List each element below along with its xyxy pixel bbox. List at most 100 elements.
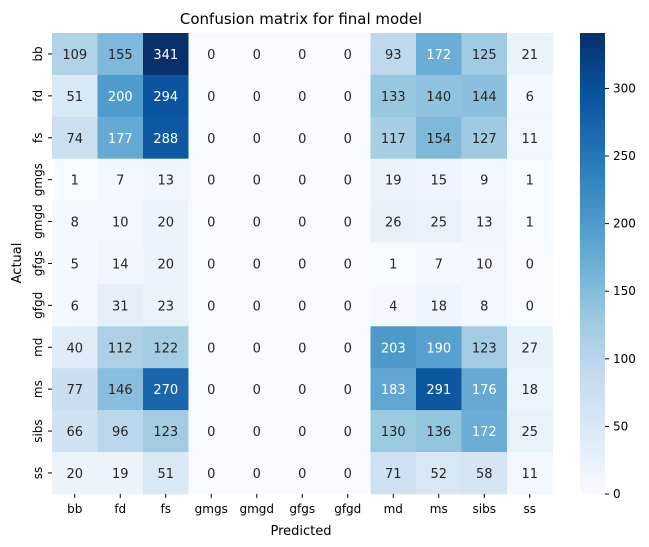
heatmap-cell xyxy=(461,200,508,243)
heatmap-cell xyxy=(97,452,144,495)
cell-value-label: 1 xyxy=(389,257,397,272)
heatmap-cell xyxy=(188,158,235,201)
heatmap-cell xyxy=(234,410,280,453)
heatmap-cell xyxy=(188,33,235,76)
heatmap-cell xyxy=(188,368,235,411)
heatmap-cell xyxy=(143,33,189,76)
heatmap-cell xyxy=(370,74,417,118)
heatmap-cell xyxy=(279,326,326,369)
cell-value-label: 127 xyxy=(472,132,497,147)
cell-value-label: 18 xyxy=(430,299,447,314)
cell-value-label: 20 xyxy=(157,257,174,272)
cell-value-label: 0 xyxy=(344,48,352,63)
cell-value-label: 0 xyxy=(253,257,261,272)
heatmap-cell xyxy=(52,242,98,285)
heatmap-cell xyxy=(97,410,144,453)
cell-value-label: 117 xyxy=(381,132,406,147)
cell-value-label: 190 xyxy=(426,341,451,356)
colorbar-tick-label: 200 xyxy=(613,217,636,231)
cell-value-label: 203 xyxy=(381,341,406,356)
cell-value-label: 20 xyxy=(66,467,83,482)
cell-value-label: 200 xyxy=(108,90,133,105)
heatmap-cell xyxy=(325,200,371,243)
cell-value-label: 6 xyxy=(526,90,534,105)
cell-value-label: 0 xyxy=(344,132,352,147)
heatmap-cell xyxy=(143,158,189,201)
heatmap-cell xyxy=(143,284,189,327)
y-tick-label: fs xyxy=(31,133,45,143)
x-tick-label: bb xyxy=(67,502,82,516)
heatmap-cell xyxy=(188,284,235,327)
heatmap-cell xyxy=(234,242,280,285)
heatmap-cell xyxy=(279,74,326,118)
heatmap-cell xyxy=(279,368,326,411)
cell-value-label: 93 xyxy=(385,48,402,63)
cell-value-label: 341 xyxy=(153,48,178,63)
cell-value-label: 18 xyxy=(521,383,538,398)
cell-value-label: 71 xyxy=(385,467,402,482)
heatmap-cell xyxy=(97,158,144,201)
heatmap-cell xyxy=(370,116,417,160)
heatmap-cell xyxy=(325,452,371,495)
cell-value-label: 183 xyxy=(381,383,406,398)
y-tick-label: fd xyxy=(31,90,45,102)
cell-value-label: 0 xyxy=(207,216,215,231)
heatmap-cell xyxy=(416,410,462,453)
heatmap-cell xyxy=(143,74,189,118)
heatmap-cell xyxy=(325,158,371,201)
cell-value-label: 0 xyxy=(526,299,534,314)
cell-value-label: 0 xyxy=(207,383,215,398)
cell-value-label: 0 xyxy=(207,174,215,189)
heatmap-cell xyxy=(52,33,98,76)
colorbar-tick-label: 250 xyxy=(613,149,636,163)
heatmap-cell xyxy=(188,452,235,495)
cell-value-label: 21 xyxy=(521,48,538,63)
heatmap-cell xyxy=(188,410,235,453)
cell-value-label: 0 xyxy=(253,383,261,398)
cell-value-label: 31 xyxy=(112,299,129,314)
y-tick-label: gfgd xyxy=(31,292,45,319)
y-tick-label: gfgs xyxy=(31,251,45,277)
cell-value-label: 0 xyxy=(253,90,261,105)
cell-value-label: 109 xyxy=(62,48,87,63)
cell-value-label: 0 xyxy=(253,132,261,147)
colorbar xyxy=(580,33,605,494)
y-tick-label: ms xyxy=(31,380,45,398)
cell-value-label: 96 xyxy=(112,425,129,440)
x-tick-label: gmgd xyxy=(239,502,274,516)
cell-value-label: 20 xyxy=(157,216,174,231)
heatmap-cell xyxy=(234,158,280,201)
x-tick-label: fs xyxy=(161,502,171,516)
cell-value-label: 0 xyxy=(207,299,215,314)
cell-value-label: 0 xyxy=(298,216,306,231)
heatmap-cell xyxy=(507,452,553,495)
cell-value-label: 7 xyxy=(435,257,443,272)
heatmap-cell xyxy=(143,410,189,453)
cell-value-label: 270 xyxy=(153,383,178,398)
heatmap-cell xyxy=(143,452,189,495)
heatmap-cell xyxy=(461,410,508,453)
cell-value-label: 123 xyxy=(472,341,497,356)
heatmap-cell xyxy=(188,200,235,243)
heatmap-cell xyxy=(416,284,462,327)
cell-value-label: 0 xyxy=(344,467,352,482)
heatmap-cell xyxy=(143,242,189,285)
heatmap-cell xyxy=(52,74,98,118)
cell-value-label: 0 xyxy=(344,216,352,231)
heatmap-cell xyxy=(370,452,417,495)
cell-value-label: 23 xyxy=(157,299,174,314)
heatmap-cell xyxy=(97,242,144,285)
cell-value-label: 0 xyxy=(298,90,306,105)
cell-value-label: 8 xyxy=(480,299,488,314)
x-tick-label: md xyxy=(384,502,403,516)
cell-value-label: 1 xyxy=(526,216,534,231)
cell-value-label: 25 xyxy=(521,425,538,440)
y-tick-label: gmgs xyxy=(31,163,45,196)
cell-value-label: 0 xyxy=(298,257,306,272)
heatmap-cell xyxy=(370,326,417,369)
cell-value-label: 0 xyxy=(253,216,261,231)
cell-value-label: 8 xyxy=(71,216,79,231)
heatmap-cell xyxy=(143,116,189,160)
heatmap-cell xyxy=(325,242,371,285)
